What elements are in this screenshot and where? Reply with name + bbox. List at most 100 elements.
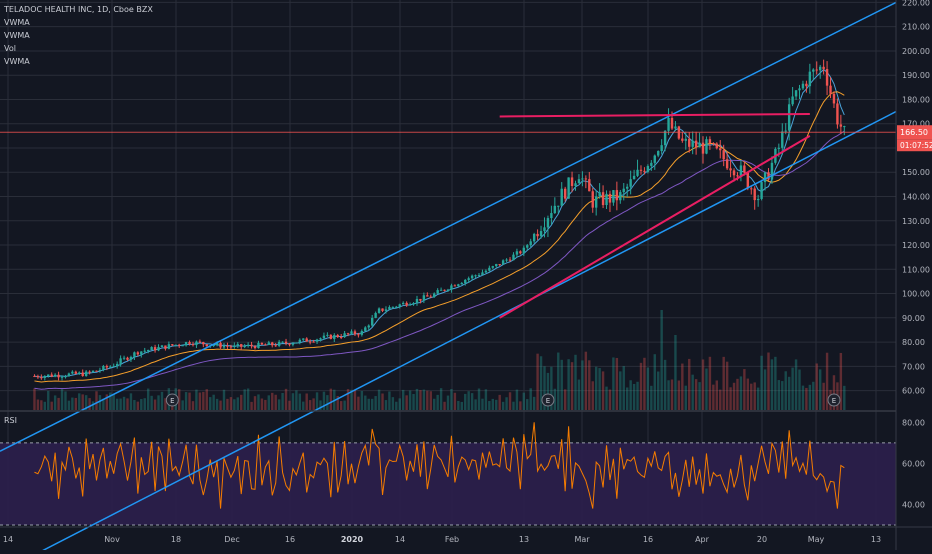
volume-bar (784, 371, 787, 410)
candle-body (136, 352, 140, 355)
candle-body (47, 374, 50, 377)
candle-body (81, 372, 84, 377)
price-axis-bg (896, 0, 932, 550)
volume-bar (512, 401, 515, 410)
candle-body (167, 344, 171, 349)
candle-body (222, 345, 226, 348)
candle-body (532, 233, 536, 242)
volume-bar (546, 372, 550, 410)
candle-body (236, 344, 239, 346)
candle-body (612, 190, 615, 203)
volume-bar (157, 395, 160, 410)
candle-body (64, 376, 67, 378)
volume-bar (391, 397, 395, 410)
volume-bar (625, 387, 629, 410)
volume-bar (708, 356, 712, 410)
candle-body (684, 138, 687, 141)
price-tick-label: 80.00 (902, 338, 925, 347)
candle-body (481, 272, 484, 275)
volume-bar (805, 387, 808, 410)
candle-body (71, 371, 74, 374)
volume-bar (433, 398, 436, 410)
volume-bar (450, 389, 453, 410)
volume-bar (150, 395, 153, 410)
volume-bar (667, 380, 670, 410)
volume-bar (426, 390, 429, 410)
candle-body (653, 155, 656, 163)
earnings-marker-label: E (546, 397, 550, 405)
candle-body (750, 188, 753, 190)
volume-bar (484, 389, 488, 410)
volume-bar (608, 389, 612, 410)
candle-body (529, 241, 532, 246)
candle-body (302, 338, 305, 340)
volume-bar (388, 391, 391, 410)
time-tick-label: 2020 (341, 535, 364, 544)
volume-bar (750, 383, 753, 410)
candle-body (160, 345, 164, 348)
candle-body (439, 289, 443, 291)
candle-body (594, 196, 598, 208)
rsi-tick-label: 60.00 (902, 459, 925, 468)
candle-body (422, 295, 426, 301)
volume-bar (212, 394, 215, 410)
candle-body (191, 344, 195, 346)
candle-body (522, 247, 526, 254)
volume-bar (319, 400, 322, 410)
volume-bar (467, 391, 470, 410)
candle-body (129, 356, 133, 360)
volume-bar (243, 389, 246, 410)
candle-body (126, 357, 129, 360)
price-tick-label: 210.00 (902, 23, 930, 32)
indicator-label-vwma-3[interactable]: VWMA (4, 57, 30, 66)
volume-bar (632, 383, 636, 410)
volume-bar (250, 401, 253, 410)
candle-body (701, 142, 705, 154)
time-tick-label: Dec (224, 535, 239, 544)
volume-bar (646, 367, 650, 410)
volume-bar (794, 359, 798, 410)
indicator-label-vwma-1[interactable]: VWMA (4, 18, 30, 27)
candle-body (657, 151, 660, 156)
volume-bar (588, 360, 591, 410)
candle-body (384, 309, 388, 311)
volume-bar (760, 355, 763, 410)
candle-body (719, 148, 722, 151)
candle-body (143, 350, 146, 352)
candle-body (105, 365, 109, 368)
volume-bar (657, 371, 660, 410)
candle-body (488, 267, 491, 271)
volume-bar (78, 393, 81, 410)
volume-bar (557, 352, 560, 410)
volume-bar (233, 399, 236, 410)
candle-body (57, 374, 60, 378)
candle-body (632, 175, 636, 180)
candle-body (291, 343, 295, 345)
volume-bar (253, 396, 257, 410)
volume-bar (81, 394, 84, 410)
candle-body (215, 342, 219, 346)
candle-body (95, 370, 98, 372)
rsi-indicator-label[interactable]: RSI (4, 416, 17, 425)
candle-body (233, 345, 236, 347)
volume-bar (177, 389, 181, 410)
volume-bar (629, 380, 632, 410)
indicator-label-vol[interactable]: Vol (4, 44, 16, 53)
volume-bar (436, 394, 439, 410)
candle-body (91, 370, 95, 373)
volume-bar (550, 366, 553, 410)
candle-body (284, 341, 288, 344)
volume-bar (674, 335, 677, 410)
volume-bar (698, 382, 701, 410)
candle-body (33, 376, 36, 378)
volume-bar (743, 369, 746, 410)
volume-bar (684, 385, 687, 410)
volume-bar (226, 398, 229, 410)
volume-bar (308, 400, 312, 410)
candle-body (777, 147, 781, 149)
channel-upper-line (0, 1, 897, 452)
indicator-label-vwma-2[interactable]: VWMA (4, 31, 30, 40)
volume-bar (701, 359, 705, 410)
